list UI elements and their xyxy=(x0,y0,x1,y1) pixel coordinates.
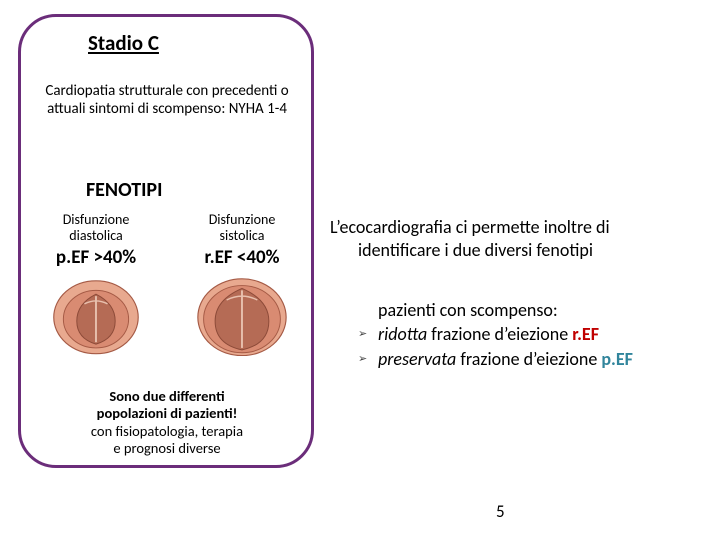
phenotype-diastolic-value: p.EF >40% xyxy=(26,246,166,269)
footnote-line: e prognosi diverse xyxy=(113,439,220,457)
echo-line2: identificare i due diversi fenotipi xyxy=(330,239,702,262)
stage-subtitle: Cardiopatia strutturale con precedenti o… xyxy=(38,82,296,118)
tag-pef: p.EF xyxy=(601,348,633,370)
list-item-text: preservata frazione d’eiezione p.EF xyxy=(378,347,706,371)
label-text: sistolica xyxy=(220,227,265,244)
text: frazione d’eiezione xyxy=(427,323,572,345)
footnote-line: popolazioni di pazienti! xyxy=(97,404,238,422)
label-text: diastolica xyxy=(69,227,122,244)
tag-ref: r.EF xyxy=(572,323,599,345)
heart-systolic-icon xyxy=(194,275,290,355)
populations-footnote: Sono due differenti popolazioni di pazie… xyxy=(40,388,294,458)
list-item: ➢ preservata frazione d’eiezione p.EF xyxy=(358,347,706,371)
footnote-line: Sono due differenti xyxy=(109,387,224,405)
phenotype-systolic-value: r.EF <40% xyxy=(172,246,312,269)
list-intro: pazienti con scompenso: xyxy=(378,298,706,322)
text: frazione d’eiezione xyxy=(456,348,601,370)
echo-line1: L’ecocardiografia ci permette inoltre di xyxy=(330,216,610,238)
spacer xyxy=(358,298,378,303)
term-preservata: preservata xyxy=(378,348,456,370)
fenotipi-heading: FENOTIPI xyxy=(86,178,162,202)
bullet-icon: ➢ xyxy=(358,322,378,342)
bullet-icon: ➢ xyxy=(358,347,378,367)
phenotype-bullet-list: pazienti con scompenso: ➢ ridotta frazio… xyxy=(358,298,706,371)
stage-title: Stadio C xyxy=(88,30,159,56)
footnote-line: con fisiopatologia, terapia xyxy=(91,422,243,440)
phenotype-systolic-label: Disfunzione sistolica xyxy=(172,212,312,244)
label-text: Disfunzione xyxy=(63,211,130,228)
list-item-text: ridotta frazione d’eiezione r.EF xyxy=(378,322,706,346)
label-text: Disfunzione xyxy=(209,211,276,228)
page-number: 5 xyxy=(496,501,505,522)
list-intro-row: pazienti con scompenso: xyxy=(358,298,706,322)
echo-description: L’ecocardiografia ci permette inoltre di… xyxy=(330,216,702,261)
phenotype-diastolic: Disfunzione diastolica p.EF >40% xyxy=(26,212,166,355)
phenotype-systolic: Disfunzione sistolica r.EF <40% xyxy=(172,212,312,355)
phenotype-diastolic-label: Disfunzione diastolica xyxy=(26,212,166,244)
list-item: ➢ ridotta frazione d’eiezione r.EF xyxy=(358,322,706,346)
heart-diastolic-icon xyxy=(48,275,144,355)
term-ridotta: ridotta xyxy=(378,323,427,345)
